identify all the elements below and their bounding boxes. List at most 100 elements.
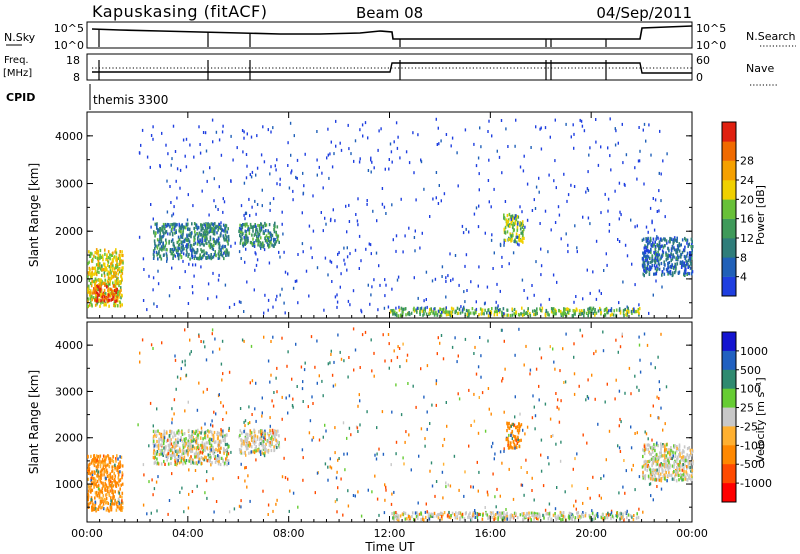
velocity-cell	[276, 441, 279, 445]
velocity-cell	[660, 476, 663, 481]
velocity-cell	[458, 511, 460, 515]
power-cell	[201, 189, 203, 193]
velocity-cell	[95, 469, 98, 473]
velocity-cell	[112, 495, 114, 499]
power-cell	[676, 248, 679, 252]
power-cell	[554, 118, 556, 122]
velocity-cell	[652, 468, 655, 472]
power-cell	[463, 307, 465, 311]
power-cell	[200, 257, 203, 261]
velocity-cell	[472, 512, 474, 516]
velocity-cell	[487, 339, 489, 343]
power-cell	[180, 255, 183, 259]
velocity-cell	[334, 451, 336, 455]
velocity-cell	[463, 517, 466, 521]
velocity-cell	[96, 468, 99, 472]
velocity-cell	[625, 469, 627, 473]
velocity-cell	[618, 512, 621, 516]
velocity-cell	[195, 451, 197, 455]
velocity-cell	[196, 408, 199, 412]
power-cell	[121, 271, 124, 275]
velocity-cell	[554, 514, 557, 519]
power-cell	[583, 129, 586, 133]
velocity-cell	[171, 456, 173, 460]
velocity-cell	[175, 459, 178, 463]
power-cell	[656, 253, 658, 257]
velocity-cell	[217, 448, 219, 453]
power-cell	[576, 308, 578, 312]
velocity-cell	[687, 459, 689, 463]
power-cell	[617, 141, 619, 145]
velocity-cell	[206, 496, 208, 500]
velocity-cell	[643, 451, 646, 456]
power-cell	[217, 228, 219, 232]
velocity-cell	[664, 462, 667, 466]
velocity-cell	[253, 449, 256, 453]
power-cell	[283, 301, 285, 305]
velocity-cell	[113, 471, 115, 475]
velocity-cell	[585, 398, 587, 402]
velocity-cell	[200, 446, 203, 450]
power-cell	[394, 313, 397, 317]
power-cell	[92, 257, 94, 261]
power-cell	[163, 224, 165, 228]
velocity-cell	[655, 443, 658, 447]
velocity-cell	[90, 476, 92, 480]
velocity-cell	[191, 439, 193, 443]
power-cell	[539, 307, 541, 311]
velocity-cell	[225, 459, 227, 463]
velocity-cell	[215, 412, 217, 416]
velocity-cell	[152, 435, 155, 439]
power-cell	[152, 125, 154, 129]
velocity-cell	[269, 432, 272, 436]
velocity-cell	[685, 455, 687, 460]
velocity-cell	[152, 347, 154, 350]
power-cell	[170, 239, 173, 243]
velocity-cell	[175, 444, 177, 448]
power-cell	[249, 173, 251, 177]
velocity-cell	[404, 517, 407, 521]
power-cell	[628, 310, 630, 314]
power-cell	[384, 278, 386, 282]
power-cell	[120, 274, 122, 278]
power-cell	[488, 200, 490, 204]
power-cell	[113, 292, 115, 297]
velocity-panel-frame	[86, 321, 693, 523]
velocity-cell	[267, 359, 270, 363]
power-cell	[159, 247, 161, 251]
power-cell	[518, 238, 520, 242]
velocity-cell	[116, 465, 119, 469]
power-cell	[176, 223, 178, 227]
velocity-cell	[169, 431, 172, 436]
power-cell	[106, 299, 108, 303]
velocity-cell	[155, 480, 158, 484]
power-cell	[203, 230, 206, 234]
power-cell	[656, 235, 658, 239]
velocity-cell	[179, 449, 182, 453]
velocity-cell	[210, 448, 212, 452]
velocity-cell	[690, 451, 692, 455]
power-cell	[169, 225, 171, 229]
power-cell	[161, 131, 163, 135]
velocity-cell	[92, 462, 95, 466]
power-cell	[185, 248, 188, 252]
power-cell	[614, 189, 616, 193]
velocity-cell	[547, 517, 550, 521]
velocity-cell	[494, 495, 496, 499]
power-cell	[186, 218, 189, 222]
velocity-cell	[664, 459, 666, 463]
velocity-cell	[254, 440, 257, 444]
velocity-cell	[601, 513, 604, 517]
velocity-cell	[658, 380, 660, 384]
velocity-cell	[378, 447, 380, 451]
power-cell	[391, 287, 393, 291]
velocity-cell	[276, 366, 278, 370]
velocity-cell	[102, 481, 104, 485]
power-cell	[637, 309, 639, 314]
velocity-cell	[181, 439, 184, 443]
velocity-cell	[184, 409, 186, 413]
power-cell	[360, 259, 362, 263]
power-cell	[438, 184, 440, 187]
velocity-cell	[275, 443, 277, 448]
power-cell	[255, 173, 257, 177]
